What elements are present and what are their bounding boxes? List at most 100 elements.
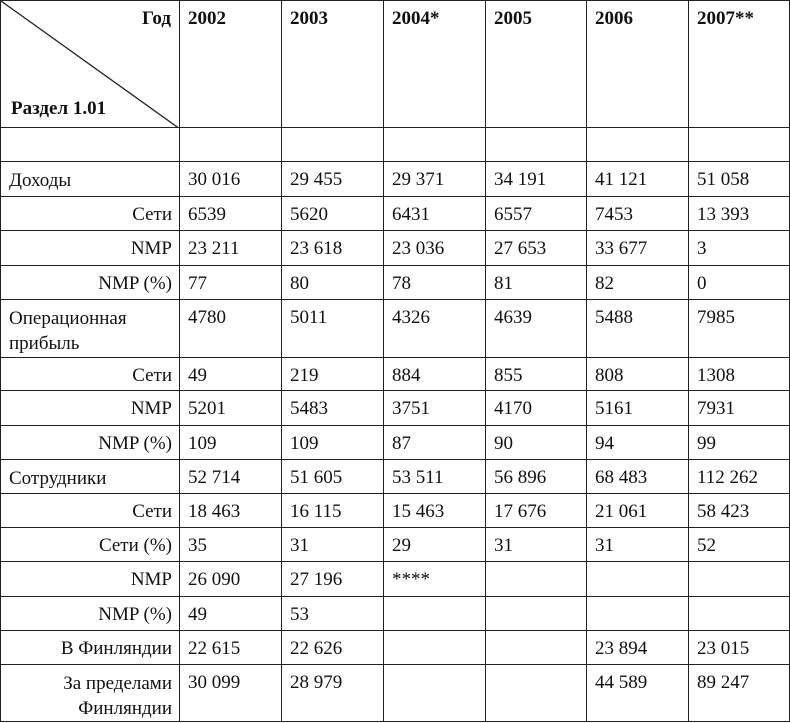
value-cell: 53 511 xyxy=(383,459,486,494)
row-label: NMP xyxy=(0,230,180,266)
value-cell: 5620 xyxy=(281,196,384,231)
value-cell xyxy=(179,127,282,162)
value-cell: 78 xyxy=(383,265,486,300)
year-header: 2007** xyxy=(688,0,790,128)
value-cell: 68 483 xyxy=(586,459,689,494)
value-cell: 6431 xyxy=(383,196,486,231)
value-cell: **** xyxy=(383,561,486,597)
table-row: Операционная прибыль 4780 5011 4326 4639 5488… xyxy=(0,299,790,358)
value-cell: 22 626 xyxy=(281,630,384,665)
value-cell: 99 xyxy=(688,425,790,460)
value-cell: 5483 xyxy=(281,390,384,426)
table-row xyxy=(0,127,790,162)
value-cell: 5011 xyxy=(281,299,384,358)
value-cell xyxy=(383,630,486,665)
value-cell: 52 xyxy=(688,527,790,562)
value-cell xyxy=(586,596,689,631)
value-cell: 56 896 xyxy=(485,459,587,494)
table-row: NMP 26 090 27 196 **** xyxy=(0,561,790,597)
value-cell: 23 894 xyxy=(586,630,689,665)
value-cell: 89 247 xyxy=(688,664,790,722)
value-cell: 35 xyxy=(179,527,282,562)
value-cell: 109 xyxy=(281,425,384,460)
value-cell: 51 058 xyxy=(688,161,790,197)
year-header: 2004* xyxy=(383,0,486,128)
value-cell: 6539 xyxy=(179,196,282,231)
value-cell xyxy=(485,127,587,162)
value-cell: 6557 xyxy=(485,196,587,231)
row-label: Доходы xyxy=(0,161,180,197)
year-header: 2006 xyxy=(586,0,689,128)
value-cell xyxy=(586,127,689,162)
value-cell: 7985 xyxy=(688,299,790,358)
value-cell: 112 262 xyxy=(688,459,790,494)
value-cell: 26 090 xyxy=(179,561,282,597)
row-label: NMP xyxy=(0,561,180,597)
value-cell: 29 371 xyxy=(383,161,486,197)
value-cell: 27 196 xyxy=(281,561,384,597)
value-cell: 17 676 xyxy=(485,493,587,528)
value-cell xyxy=(485,596,587,631)
value-cell: 0 xyxy=(688,265,790,300)
value-cell: 18 463 xyxy=(179,493,282,528)
value-cell xyxy=(383,664,486,722)
value-cell: 52 714 xyxy=(179,459,282,494)
value-cell: 7453 xyxy=(586,196,689,231)
row-label: В Финляндии xyxy=(0,630,180,665)
value-cell: 94 xyxy=(586,425,689,460)
value-cell: 7931 xyxy=(688,390,790,426)
value-cell: 30 099 xyxy=(179,664,282,722)
table-row: NMP (%) 77 80 78 81 82 0 xyxy=(0,265,790,300)
value-cell: 31 xyxy=(586,527,689,562)
value-cell: 3 xyxy=(688,230,790,266)
table-row: Сети (%) 35 31 29 31 31 52 xyxy=(0,527,790,562)
table-row: В Финляндии 22 615 22 626 23 894 23 015 xyxy=(0,630,790,665)
value-cell: 23 211 xyxy=(179,230,282,266)
corner-cell: Год Раздел 1.01 xyxy=(0,0,180,128)
value-cell xyxy=(688,561,790,597)
value-cell xyxy=(485,630,587,665)
value-cell: 30 016 xyxy=(179,161,282,197)
value-cell: 4326 xyxy=(383,299,486,358)
value-cell: 23 036 xyxy=(383,230,486,266)
table-row: NMP 23 211 23 618 23 036 27 653 33 677 3 xyxy=(0,230,790,266)
row-label: За пределами Финляндии xyxy=(0,664,180,722)
table-row: NMP (%) 109 109 87 90 94 99 xyxy=(0,425,790,460)
value-cell: 5488 xyxy=(586,299,689,358)
value-cell: 77 xyxy=(179,265,282,300)
table-row: За пределами Финляндии 30 099 28 979 44 589… xyxy=(0,664,790,722)
row-label: Сотрудники xyxy=(0,459,180,494)
value-cell: 29 455 xyxy=(281,161,384,197)
value-cell: 90 xyxy=(485,425,587,460)
value-cell: 44 589 xyxy=(586,664,689,722)
year-header: 2003 xyxy=(281,0,384,128)
value-cell: 13 393 xyxy=(688,196,790,231)
value-cell xyxy=(586,561,689,597)
row-label: Сети xyxy=(0,493,180,528)
value-cell: 49 xyxy=(179,596,282,631)
year-header: 2002 xyxy=(179,0,282,128)
value-cell: 34 191 xyxy=(485,161,587,197)
value-cell: 15 463 xyxy=(383,493,486,528)
value-cell: 23 618 xyxy=(281,230,384,266)
value-cell: 5201 xyxy=(179,390,282,426)
year-header: 2005 xyxy=(485,0,587,128)
value-cell: 80 xyxy=(281,265,384,300)
value-cell: 808 xyxy=(586,357,689,391)
table-row: Доходы 30 016 29 455 29 371 34 191 41 121 51 0… xyxy=(0,161,790,197)
table-row: Сети 18 463 16 115 15 463 17 676 21 061 58 423 xyxy=(0,493,790,528)
value-cell xyxy=(383,596,486,631)
value-cell: 5161 xyxy=(586,390,689,426)
value-cell: 81 xyxy=(485,265,587,300)
table-row: NMP (%) 49 53 xyxy=(0,596,790,631)
row-label xyxy=(0,127,180,162)
value-cell: 28 979 xyxy=(281,664,384,722)
value-cell: 4780 xyxy=(179,299,282,358)
value-cell: 33 677 xyxy=(586,230,689,266)
row-label: NMP (%) xyxy=(0,596,180,631)
value-cell: 23 015 xyxy=(688,630,790,665)
table-row: Сотрудники 52 714 51 605 53 511 56 896 68 483… xyxy=(0,459,790,494)
row-label: Сети xyxy=(0,196,180,231)
value-cell xyxy=(485,664,587,722)
value-cell: 58 423 xyxy=(688,493,790,528)
